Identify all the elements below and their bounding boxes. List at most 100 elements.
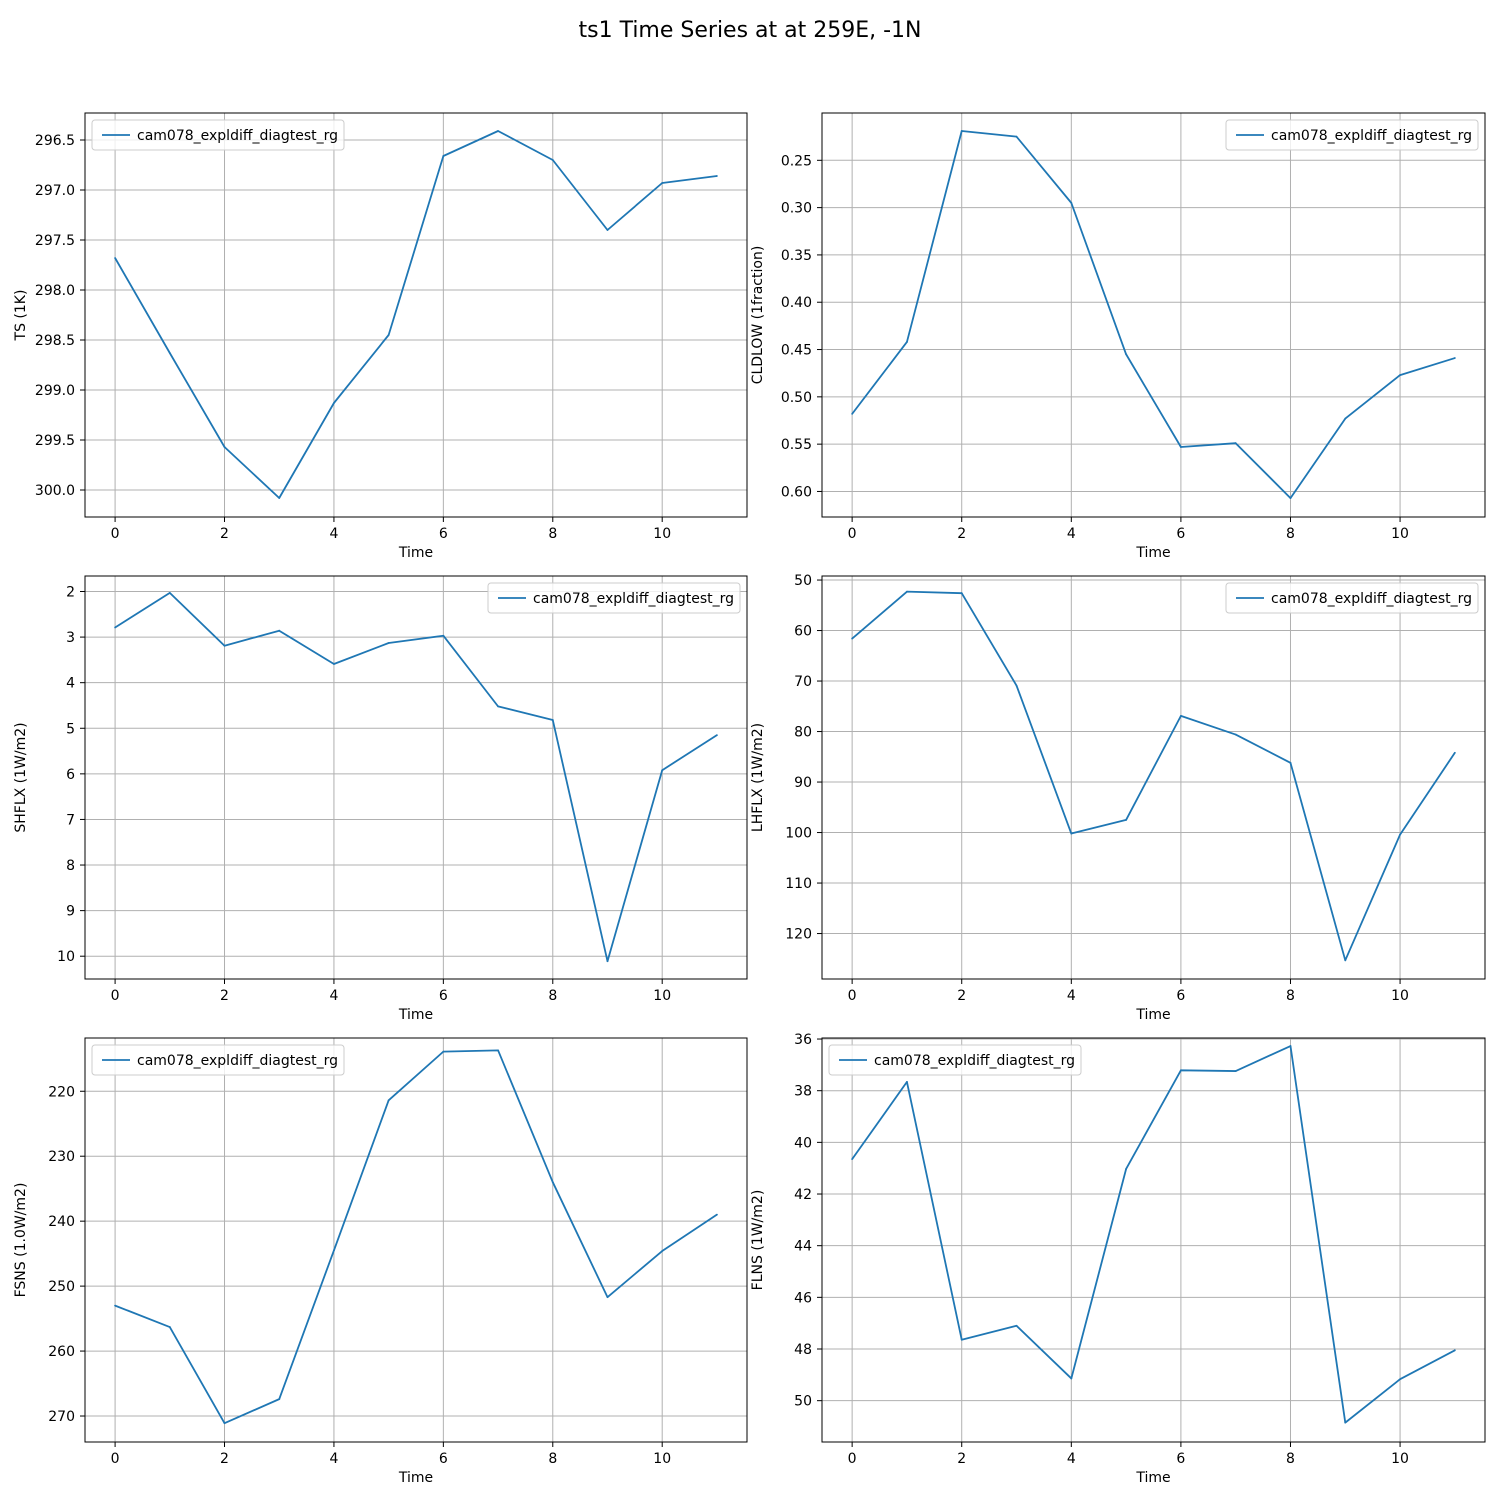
data-point — [497, 130, 499, 132]
y-tick-label: 9 — [66, 904, 75, 920]
y-tick-label: 0.55 — [781, 437, 812, 453]
y-tick-label: 38 — [794, 1084, 812, 1100]
data-point — [442, 155, 445, 157]
legend-box — [1225, 582, 1479, 614]
y-tick-label: 2 — [66, 585, 75, 601]
series-line — [114, 591, 718, 963]
data-point — [1179, 714, 1182, 717]
data-point — [1344, 417, 1347, 420]
data-point — [551, 159, 554, 161]
y-tick-label: 7 — [66, 812, 75, 828]
x-tick-label: 8 — [548, 1451, 557, 1467]
y-tick-label: 5 — [66, 721, 75, 737]
y-tick-label: 0.60 — [781, 484, 812, 500]
x-tick-label: 0 — [848, 988, 857, 1004]
data-point — [278, 497, 281, 499]
y-tick-label: 220 — [48, 1084, 75, 1100]
legend-box — [487, 582, 741, 614]
y-tick-label: 10 — [57, 949, 75, 965]
data-point — [606, 1296, 609, 1299]
data-point — [1399, 833, 1401, 836]
legend-label: cam078_expldiff_diagtest_rg — [137, 1053, 338, 1069]
legend-box — [91, 119, 345, 151]
x-tick-label: 0 — [111, 1451, 120, 1467]
data-point — [442, 634, 445, 637]
y-axis-label: CLDLOW (1fraction) — [750, 246, 766, 385]
data-point — [442, 1050, 445, 1053]
legend-label: cam078_expldiff_diagtest_rg — [137, 128, 338, 144]
data-point — [1070, 1377, 1073, 1380]
x-axis-label: Time — [398, 1007, 433, 1023]
x-tick-label: 2 — [957, 526, 966, 542]
x-axis-label: Time — [1135, 545, 1170, 561]
data-point — [333, 402, 335, 404]
data-point — [333, 1249, 335, 1252]
data-point — [551, 1181, 554, 1184]
data-point — [1234, 442, 1237, 445]
data-point — [551, 719, 554, 721]
data-point — [387, 334, 390, 336]
x-tick-label: 10 — [1391, 526, 1409, 542]
x-tick-label: 0 — [111, 988, 120, 1004]
data-point — [497, 705, 499, 708]
x-tick-label: 2 — [220, 988, 229, 1004]
data-point — [716, 175, 718, 177]
x-tick-label: 2 — [957, 1451, 966, 1467]
data-point — [960, 1338, 963, 1341]
figure-title: ts1 Time Series at at 259E, -1N — [578, 18, 921, 43]
data-point — [851, 637, 854, 640]
data-point — [1453, 357, 1456, 359]
chart-panel-3: 0 2 4 6 8 10 2 3 4 5 6 7 8 9 10 Time SHFLX (1W/m2) cam078… — [13, 575, 748, 1023]
x-tick-label: 10 — [1391, 1451, 1409, 1467]
legend-label: cam078_expldiff_diagtest_rg — [874, 1053, 1075, 1069]
y-axis-label: FLNS (1W/m2) — [750, 1190, 766, 1291]
x-axis-label: Time — [1135, 1007, 1170, 1023]
axes-frame — [84, 575, 748, 980]
y-tick-label: 100 — [785, 826, 812, 842]
data-point — [661, 769, 664, 772]
x-tick-label: 4 — [329, 1451, 338, 1467]
x-tick-label: 4 — [329, 526, 338, 542]
x-tick-label: 10 — [1391, 988, 1409, 1004]
legend: cam078_expldiff_diagtest_rg — [487, 582, 741, 614]
y-tick-label: 3 — [66, 630, 75, 646]
legend-label: cam078_expldiff_diagtest_rg — [533, 591, 734, 607]
series-line — [114, 1049, 718, 1425]
x-tick-label: 6 — [1176, 1451, 1185, 1467]
y-tick-label: 250 — [48, 1279, 75, 1295]
data-point — [1125, 819, 1128, 821]
data-point — [497, 1049, 499, 1052]
data-point — [387, 1099, 390, 1102]
x-tick-label: 4 — [1067, 988, 1076, 1004]
y-tick-label: 298.0 — [35, 283, 75, 299]
x-tick-label: 0 — [848, 1451, 857, 1467]
data-point — [851, 1158, 854, 1161]
x-tick-label: 2 — [957, 988, 966, 1004]
data-point — [223, 1422, 226, 1425]
x-axis-label: Time — [1135, 1470, 1170, 1486]
data-point — [278, 1398, 281, 1401]
data-point — [168, 352, 171, 354]
data-point — [1015, 135, 1018, 138]
legend-box — [828, 1044, 1082, 1076]
data-point — [1344, 959, 1347, 962]
data-point — [661, 182, 664, 184]
y-tick-label: 0.25 — [781, 153, 812, 169]
data-point — [906, 590, 908, 593]
legend-box — [1225, 119, 1479, 151]
data-point — [114, 626, 116, 629]
y-axis-label: FSNS (1.0W/m2) — [13, 1183, 29, 1298]
axes-frame — [84, 1037, 748, 1443]
y-tick-label: 70 — [794, 674, 812, 690]
data-point — [1289, 1045, 1292, 1047]
data-point — [960, 130, 963, 132]
data-point — [1399, 1378, 1401, 1381]
x-tick-label: 0 — [111, 526, 120, 542]
data-point — [661, 1250, 664, 1252]
data-point — [1289, 761, 1292, 764]
data-point — [1125, 353, 1128, 356]
data-point — [1289, 497, 1292, 499]
x-tick-label: 10 — [653, 988, 671, 1004]
x-tick-label: 0 — [848, 526, 857, 542]
